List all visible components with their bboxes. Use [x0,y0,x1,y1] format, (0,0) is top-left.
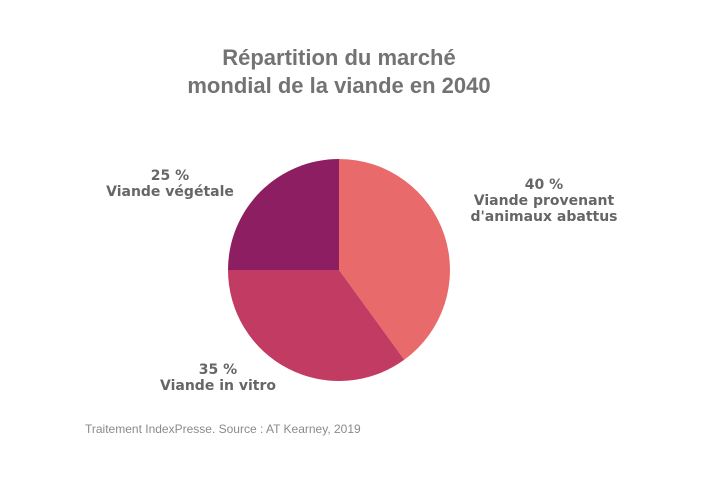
pie-slice-abattus [339,159,451,360]
slice-name-abattus-line-2: d'animaux abattus [470,209,618,225]
slice-value-vegetale: 25 % [150,168,190,184]
slice-name-in-vitro: Viande in vitro [160,378,276,394]
slice-label-vegetale: 25 % Viande végétale [90,168,250,200]
chart-title-line-2: mondial de la viande en 2040 [187,73,491,98]
pie-slice-in-vitro [228,270,405,382]
slice-label-abattus: 40 % Viande provenant d'animaux abattus [464,177,624,225]
slice-value-abattus: 40 % [524,177,564,193]
chart-title: Répartition du marché mondial de la vian… [0,44,678,100]
slice-name-vegetale: Viande végétale [106,184,234,200]
source-note: Traitement IndexPresse. Source : AT Kear… [85,422,361,436]
slice-label-in-vitro: 35 % Viande in vitro [138,362,298,394]
pie-slice-vegetale [228,159,339,270]
slice-value-in-vitro: 35 % [198,362,238,378]
slice-name-abattus-line-1: Viande provenant [473,193,615,209]
chart-title-line-1: Répartition du marché [222,45,456,70]
